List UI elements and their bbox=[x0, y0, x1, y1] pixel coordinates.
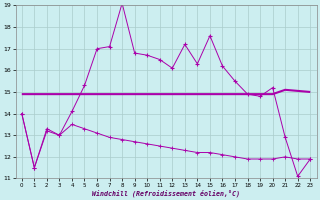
X-axis label: Windchill (Refroidissement éolien,°C): Windchill (Refroidissement éolien,°C) bbox=[92, 189, 240, 197]
